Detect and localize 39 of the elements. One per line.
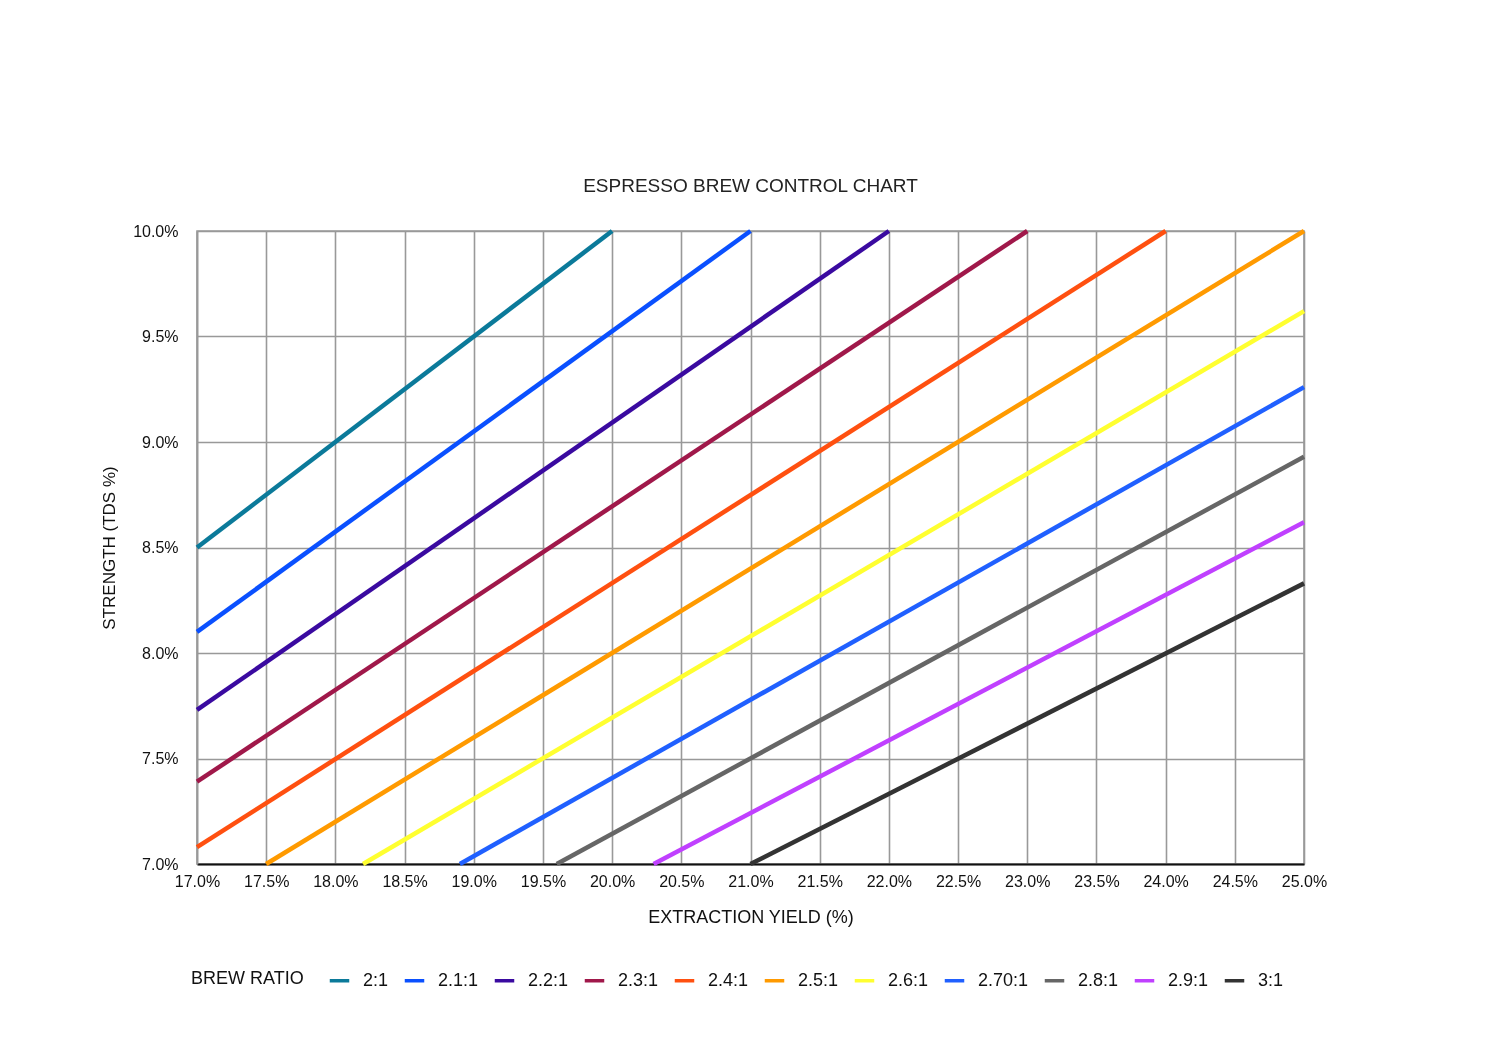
legend-label: 2.2:1 [528, 969, 569, 990]
legend-title: BREW RATIO [191, 968, 304, 988]
x-tick-label: 19.0% [451, 872, 497, 890]
x-tick-label: 21.0% [728, 872, 774, 890]
x-tick-label: 24.5% [1212, 872, 1258, 890]
legend-label: 3:1 [1258, 969, 1284, 990]
legend-label: 2.6:1 [888, 969, 929, 990]
x-tick-label: 17.0% [174, 872, 221, 890]
legend-label: 2.5:1 [798, 969, 839, 990]
legend-label: 2.70:1 [978, 969, 1029, 990]
legend-label: 2.4:1 [708, 969, 749, 990]
x-tick-label: 22.0% [866, 872, 913, 890]
y-tick-label: 10.0% [133, 222, 179, 240]
legend-label: 2:1 [363, 969, 389, 990]
legend-label: 2.1:1 [438, 969, 479, 990]
x-tick-label: 21.5% [797, 872, 843, 890]
x-tick-label: 23.5% [1074, 872, 1120, 890]
x-tick-label: 20.5% [659, 872, 705, 890]
legend-label: 2.8:1 [1078, 969, 1119, 990]
x-tick-label: 23.0% [1005, 872, 1051, 890]
legend-label: 2.3:1 [618, 969, 659, 990]
y-tick-label: 7.0% [142, 855, 179, 873]
x-tick-label: 17.5% [244, 872, 290, 890]
x-tick-label: 25.0% [1281, 872, 1328, 890]
legend-label: 2.9:1 [1168, 969, 1209, 990]
x-tick-label: 18.0% [313, 872, 359, 890]
x-tick-label: 20.0% [589, 872, 636, 890]
y-tick-label: 8.5% [142, 539, 179, 556]
y-tick-label: 7.5% [142, 750, 179, 767]
x-axis-title: EXTRACTION YIELD (%) [648, 906, 854, 927]
y-axis-title: STRENGTH (TDS %) [100, 466, 120, 630]
y-tick-label: 9.5% [142, 328, 179, 345]
y-tick-label: 8.0% [142, 644, 179, 662]
x-tick-label: 24.0% [1143, 872, 1189, 890]
x-tick-label: 19.5% [520, 872, 567, 890]
y-tick-label: 9.0% [142, 433, 179, 451]
chart-title: ESPRESSO BREW CONTROL CHART [583, 175, 919, 196]
x-tick-label: 18.5% [382, 872, 428, 890]
x-tick-label: 22.5% [935, 872, 982, 890]
